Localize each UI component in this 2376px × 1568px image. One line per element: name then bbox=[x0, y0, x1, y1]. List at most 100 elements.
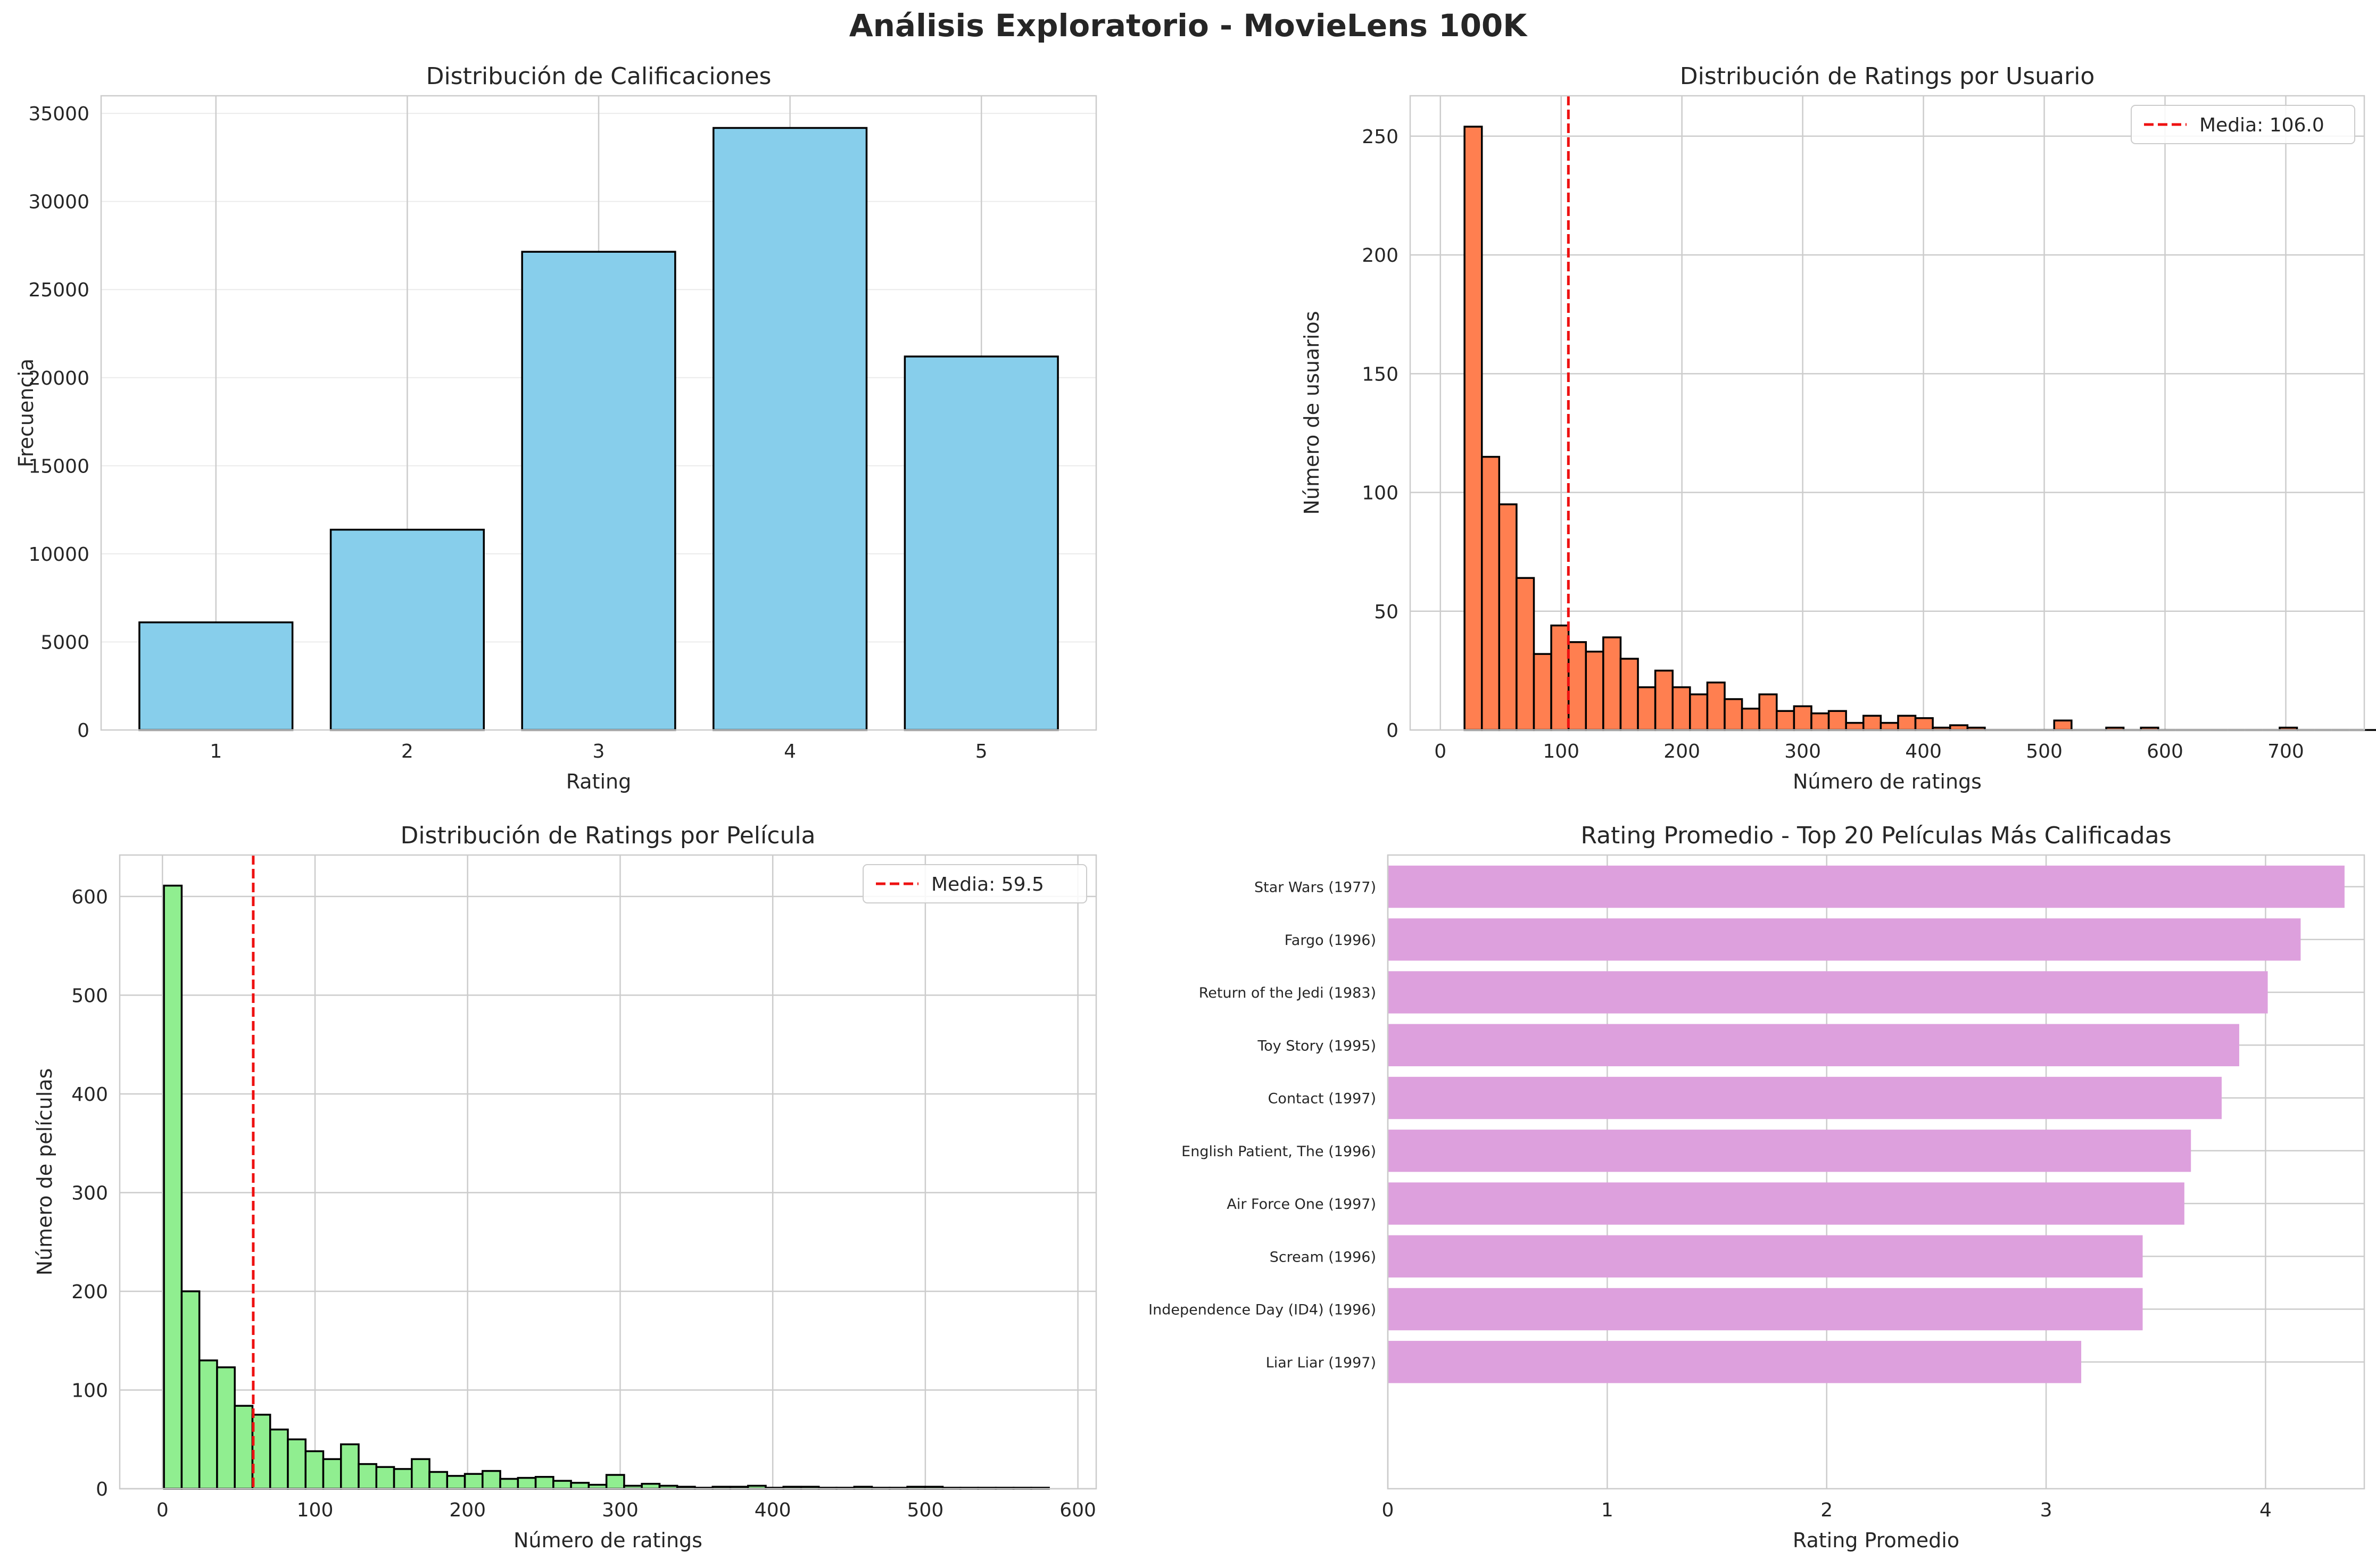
y-tick-label: Scream (1996) bbox=[1270, 1249, 1376, 1265]
y-tick-label: 250 bbox=[1362, 126, 1398, 148]
y-tick-label: 50 bbox=[1374, 601, 1398, 623]
histogram-bar bbox=[1845, 721, 1865, 731]
y-tick-label: Return of the Jedi (1983) bbox=[1199, 985, 1376, 1001]
histogram-bar bbox=[1827, 710, 1847, 731]
bar bbox=[1388, 1182, 2184, 1225]
x-tick-label: 2 bbox=[1820, 1499, 1833, 1521]
histogram-bar bbox=[304, 1450, 325, 1490]
bar bbox=[521, 251, 676, 731]
y-axis-label: Frecuencia bbox=[14, 359, 38, 467]
histogram-bar bbox=[1516, 577, 1535, 731]
y-tick-label: Liar Liar (1997) bbox=[1266, 1355, 1376, 1371]
y-tick-label: Contact (1997) bbox=[1268, 1091, 1376, 1107]
y-tick-label: 500 bbox=[71, 985, 108, 1007]
legend-label: Media: 59.5 bbox=[931, 874, 1044, 895]
plot-area bbox=[120, 855, 1096, 1489]
x-tick-label: 400 bbox=[1905, 741, 1942, 762]
bar bbox=[1388, 1024, 2239, 1066]
histogram-bar bbox=[463, 1473, 484, 1490]
x-tick-label: 300 bbox=[1784, 741, 1821, 762]
y-tick-label: Independence Day (ID4) (1996) bbox=[1148, 1302, 1376, 1318]
histogram-bar bbox=[570, 1482, 590, 1490]
legend-label: Media: 106.0 bbox=[2199, 114, 2324, 136]
y-tick-label: 35000 bbox=[28, 103, 89, 125]
histogram-bar bbox=[1567, 641, 1587, 731]
y-tick-label: Toy Story (1995) bbox=[1257, 1038, 1376, 1054]
bar bbox=[1388, 1076, 2222, 1119]
histogram-bar bbox=[358, 1463, 378, 1490]
chart-title: Distribución de Calificaciones bbox=[426, 63, 772, 90]
y-tick-label: English Patient, The (1996) bbox=[1181, 1143, 1376, 1160]
bar bbox=[1388, 1341, 2082, 1383]
histogram-bar bbox=[1880, 721, 1899, 731]
x-tick-label: 600 bbox=[1059, 1499, 1096, 1521]
legend-box bbox=[863, 864, 1087, 903]
axes-frame bbox=[119, 854, 1097, 1490]
histogram-bar bbox=[375, 1466, 395, 1490]
panel-ratings-per-movie: Distribución de Ratings por Película 0 100… bbox=[33, 822, 1097, 1552]
x-tick-label: 200 bbox=[449, 1499, 486, 1521]
histogram-bar bbox=[1619, 658, 1639, 731]
y-tick-label: 300 bbox=[71, 1182, 108, 1204]
bar bbox=[329, 528, 485, 731]
histogram-bar bbox=[1654, 669, 1674, 731]
histogram-bar bbox=[552, 1480, 572, 1490]
y-tick-label: 10000 bbox=[28, 544, 89, 566]
y-tick-label: 150 bbox=[1362, 363, 1398, 385]
x-axis-label: Rating bbox=[566, 770, 632, 793]
histogram-bar bbox=[1741, 708, 1760, 731]
x-tick-label: 4 bbox=[2259, 1499, 2272, 1521]
histogram-bar bbox=[269, 1428, 289, 1490]
histogram-bar bbox=[1724, 698, 1743, 731]
x-tick-label: 0 bbox=[156, 1499, 169, 1521]
bar bbox=[1388, 918, 2301, 961]
x-tick-label: 0 bbox=[1382, 1499, 1394, 1521]
histogram-bar bbox=[1671, 686, 1691, 731]
histogram-bar bbox=[1602, 636, 1622, 731]
x-tick-label: 5 bbox=[975, 741, 988, 762]
histogram-bar bbox=[428, 1471, 449, 1490]
histogram-bar bbox=[1637, 686, 1657, 731]
y-tick-label: 0 bbox=[1386, 720, 1398, 742]
chart-title: Distribución de Ratings por Película bbox=[400, 822, 815, 849]
x-tick-label: 2 bbox=[401, 741, 413, 762]
bar bbox=[904, 355, 1059, 731]
bar bbox=[713, 127, 868, 731]
figure-title: Análisis Exploratorio - MovieLens 100K bbox=[849, 7, 1527, 44]
histogram-bar bbox=[1689, 693, 1709, 731]
y-tick-label: 100 bbox=[71, 1380, 108, 1401]
histogram-bar bbox=[180, 1290, 201, 1490]
histogram-bar bbox=[1793, 705, 1812, 731]
y-tick-label: 0 bbox=[77, 720, 89, 742]
histogram-bar bbox=[517, 1476, 537, 1490]
y-tick-label: 15000 bbox=[28, 455, 89, 477]
histogram-bar bbox=[393, 1468, 413, 1490]
x-tick-label: 3 bbox=[593, 741, 605, 762]
chart-title: Rating Promedio - Top 20 Películas Más C… bbox=[1580, 822, 2171, 849]
x-tick-label: 100 bbox=[297, 1499, 334, 1521]
x-axis-label: Número de ratings bbox=[514, 1529, 702, 1552]
x-tick-label: 100 bbox=[1543, 741, 1579, 762]
histogram-bar bbox=[411, 1458, 431, 1490]
histogram-bar bbox=[534, 1475, 554, 1490]
bar bbox=[1388, 971, 2268, 1014]
x-tick-label: 600 bbox=[2147, 741, 2183, 762]
x-tick-label: 3 bbox=[2040, 1499, 2052, 1521]
histogram-bar bbox=[641, 1482, 661, 1490]
y-tick-label: 100 bbox=[1362, 483, 1398, 504]
x-tick-label: 700 bbox=[2267, 741, 2304, 762]
histogram-bar bbox=[1810, 712, 1830, 731]
bar bbox=[1388, 1288, 2143, 1331]
y-tick-label: Star Wars (1977) bbox=[1254, 880, 1376, 896]
y-tick-label: 0 bbox=[96, 1479, 108, 1500]
histogram-bar bbox=[605, 1474, 625, 1490]
x-tick-label: 400 bbox=[755, 1499, 791, 1521]
bar bbox=[1388, 1235, 2143, 1277]
histogram-bar bbox=[163, 884, 183, 1490]
histogram-bar bbox=[1550, 624, 1570, 731]
histogram-bar bbox=[1533, 653, 1552, 731]
histogram-bar bbox=[446, 1475, 466, 1490]
bar bbox=[1388, 865, 2345, 908]
histogram-bar bbox=[216, 1366, 236, 1490]
x-tick-label: 200 bbox=[1663, 741, 1700, 762]
